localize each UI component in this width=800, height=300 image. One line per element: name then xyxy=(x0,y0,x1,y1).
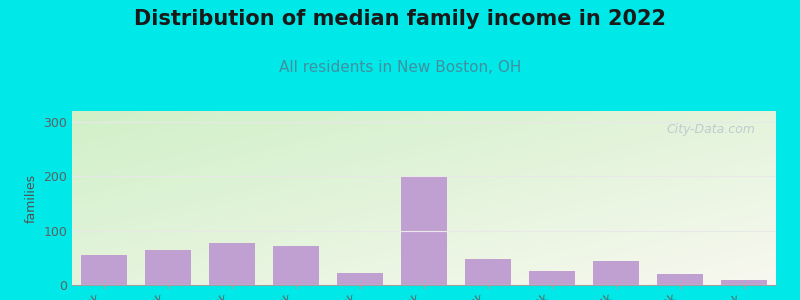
Bar xyxy=(657,274,703,285)
Text: City-Data.com: City-Data.com xyxy=(666,123,755,136)
Bar xyxy=(529,272,575,285)
Bar xyxy=(721,280,767,285)
Bar xyxy=(145,250,191,285)
Y-axis label: families: families xyxy=(25,173,38,223)
Bar xyxy=(209,243,255,285)
Bar xyxy=(465,260,511,285)
Bar xyxy=(81,255,127,285)
Bar xyxy=(337,273,383,285)
Bar xyxy=(401,176,447,285)
Bar xyxy=(593,260,639,285)
Text: All residents in New Boston, OH: All residents in New Boston, OH xyxy=(279,60,521,75)
Bar xyxy=(273,246,319,285)
Text: Distribution of median family income in 2022: Distribution of median family income in … xyxy=(134,9,666,29)
